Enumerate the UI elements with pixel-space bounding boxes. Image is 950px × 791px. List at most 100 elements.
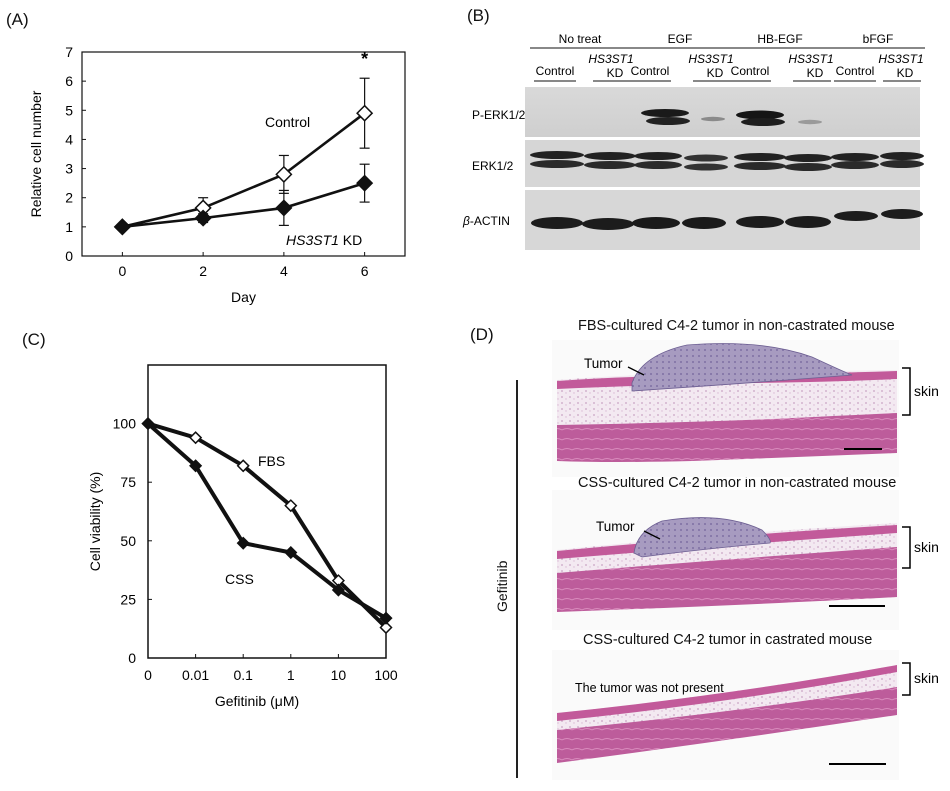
point-css — [236, 536, 250, 550]
gefitinib-label: Gefitinib — [494, 560, 510, 612]
blot-lane-kd-gene: HS3ST1 — [588, 52, 633, 66]
blot-strip-perk — [525, 87, 920, 137]
plot-frame — [147, 364, 387, 659]
y-tick-label: 50 — [120, 533, 136, 549]
skin-label-1: skin — [914, 383, 939, 399]
series-label-control: Control — [265, 114, 310, 130]
blot-lane-control: Control — [836, 64, 875, 78]
histology-images: Tumor Tumor The tumor was not present sk… — [552, 340, 939, 780]
y-tick-label: 25 — [120, 591, 136, 607]
histology-image-2 — [552, 490, 899, 630]
skin-label-2: skin — [914, 539, 939, 555]
point-fbs — [236, 459, 250, 473]
series-line — [122, 112, 366, 229]
y-axis-label: Relative cell number — [28, 90, 44, 217]
y-tick-label: 7 — [65, 44, 73, 60]
x-axis-label: Day — [231, 289, 256, 305]
point-css — [284, 545, 298, 560]
blot-lane-kd: KD — [807, 66, 824, 80]
x-tick-label: 10 — [331, 667, 347, 683]
panel-label-b: (B) — [467, 6, 490, 25]
significance-star: * — [361, 49, 368, 69]
x-tick-label: 0.1 — [233, 667, 253, 683]
blot-lane-kd: KD — [897, 66, 914, 80]
y-tick-label: 75 — [120, 474, 136, 490]
panel-label-a: (A) — [6, 10, 29, 29]
y-tick-label: 4 — [65, 131, 73, 147]
series-label-fbs: FBS — [258, 453, 285, 469]
point-css — [141, 417, 155, 431]
series-label-css: CSS — [225, 571, 254, 587]
y-tick-label: 1 — [65, 219, 73, 235]
point-kd — [275, 199, 293, 217]
x-tick-label: 0 — [118, 263, 126, 279]
point-css — [379, 611, 393, 625]
histology-title-3: CSS-cultured C4-2 tumor in castrated mou… — [583, 632, 873, 648]
y-tick-label: 0 — [128, 650, 136, 666]
skin-brackets — [902, 367, 911, 696]
series-line — [146, 422, 388, 620]
blot-lane-kd: KD — [707, 66, 724, 80]
blot-lane-kd-gene: HS3ST1 — [878, 52, 923, 66]
skin-label-3: skin — [914, 670, 939, 686]
bands-actin — [531, 209, 923, 230]
y-tick-label: 6 — [65, 73, 73, 89]
y-axis-label: Cell viability (%) — [87, 472, 103, 572]
blot-lane-control: Control — [536, 64, 575, 78]
histology-image-3 — [552, 650, 899, 780]
point-kd — [194, 209, 212, 227]
blot-lane-control: Control — [631, 64, 670, 78]
chart-c: 0 25 50 75 100 0 0.01 0.1 1 10 100 Gefitinib (μM) Ce… — [87, 364, 398, 709]
blot-lane-kd: KD — [607, 66, 624, 80]
point-kd — [356, 174, 374, 192]
tumor-arrow-1 — [627, 366, 645, 376]
point-kd — [113, 218, 131, 236]
gefitinib-bracket-line — [516, 380, 518, 778]
blot-lane-kd-gene: HS3ST1 — [688, 52, 733, 66]
x-tick-label: 2 — [199, 263, 207, 279]
bands-erk — [530, 151, 924, 171]
point-css — [331, 583, 345, 597]
y-tick-label: 5 — [65, 102, 73, 118]
bands-perk — [641, 109, 822, 126]
blot-group-label: No treat — [559, 32, 602, 46]
plot-frame — [81, 51, 406, 257]
point-fbs — [379, 620, 393, 635]
blot-group-label: HB-EGF — [757, 32, 802, 46]
series-label-kd: HS3ST1 KD — [286, 232, 362, 248]
blot-row-label-perk: P-ERK1/2 — [472, 108, 526, 122]
series-line — [122, 181, 366, 229]
x-tick-label: 0 — [144, 667, 152, 683]
tumor-arrow-2 — [643, 530, 661, 540]
x-tick-label: 1 — [287, 667, 295, 683]
x-tick-label: 0.01 — [182, 667, 209, 683]
y-tick-label: 100 — [113, 416, 137, 432]
x-tick-label: 6 — [361, 263, 369, 279]
x-tick-label: 100 — [374, 667, 398, 683]
y-tick-label: 2 — [65, 190, 73, 206]
histology-title-1: FBS-cultured C4-2 tumor in non-castrated… — [578, 318, 895, 334]
histology-title-2: CSS-cultured C4-2 tumor in non-castrated… — [578, 475, 897, 491]
blot-lane-kd-gene: HS3ST1 — [788, 52, 833, 66]
chart-a: 0 1 2 3 4 5 6 7 0 2 4 6 Day Relative cell number Contr… — [28, 44, 406, 305]
panel-label-d: (D) — [470, 325, 494, 344]
point-css — [189, 459, 203, 473]
tumor-label-2: Tumor — [596, 519, 635, 534]
blot-row-label-actin: β-ACTIN — [462, 214, 510, 228]
series-line — [147, 421, 388, 629]
histology-image-1 — [552, 340, 899, 477]
no-tumor-note: The tumor was not present — [575, 681, 724, 695]
blot-group-label: bFGF — [863, 32, 894, 46]
point-control — [275, 165, 293, 183]
blot-row-label-erk: ERK1/2 — [472, 159, 514, 173]
blot-group-label: EGF — [668, 32, 693, 46]
x-axis-label: Gefitinib (μM) — [215, 693, 299, 709]
y-tick-label: 3 — [65, 161, 73, 177]
panel-label-c: (C) — [22, 330, 46, 349]
y-tick-label: 0 — [65, 248, 73, 264]
x-tick-label: 4 — [280, 263, 288, 279]
tumor-label-1: Tumor — [584, 356, 623, 371]
western-blot: No treatControlHS3ST1KDEGFControlHS3ST1K… — [462, 32, 925, 250]
blot-lane-control: Control — [731, 64, 770, 78]
point-control — [356, 104, 374, 122]
